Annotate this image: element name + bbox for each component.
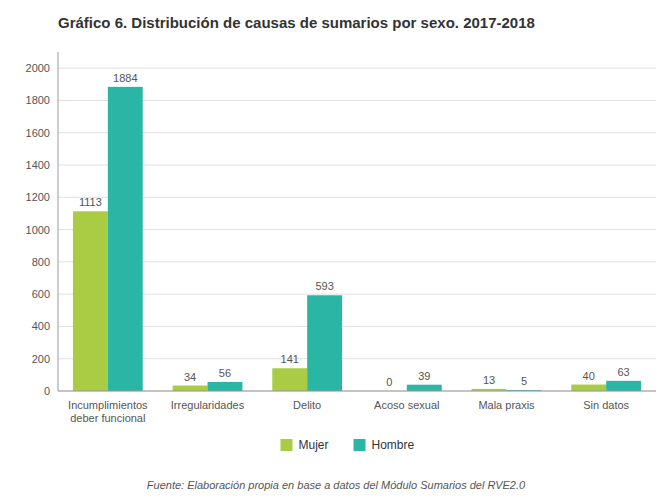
x-tick-label-line: Sin datos: [583, 399, 629, 411]
bar: [208, 382, 243, 391]
bar: [606, 381, 641, 391]
data-label: 5: [521, 375, 527, 387]
bar: [73, 211, 108, 391]
data-label: 141: [281, 353, 299, 365]
data-label: 0: [386, 376, 392, 388]
grid-line: [58, 165, 656, 166]
grid: [58, 68, 656, 391]
grid-line: [58, 68, 656, 69]
x-axis: Incumplimientosdeber funcional Irregulari…: [58, 391, 656, 424]
legend-label: Mujer: [299, 438, 329, 452]
grid-line: [58, 229, 656, 230]
grid-line: [58, 132, 656, 133]
page: {"chart_data": {"type": "bar", "title": …: [0, 0, 672, 503]
x-tick-label: Sin datos: [583, 399, 629, 411]
legend-swatch: [354, 439, 366, 451]
y-tick-label: 1000: [26, 224, 50, 236]
y-tick-label: 2000: [26, 62, 50, 74]
data-label: 1113: [79, 196, 102, 208]
bar: [307, 295, 342, 391]
grid-line: [58, 100, 656, 101]
bar: [407, 385, 442, 391]
grid-line: [58, 197, 656, 198]
legend-swatch: [281, 439, 293, 451]
x-tick-label-line: Delito: [293, 399, 321, 411]
y-tick-label: 1800: [26, 94, 50, 106]
grid-line: [58, 391, 656, 392]
x-tick-label-line: Irregularidades: [171, 399, 245, 411]
y-tick-label: 200: [32, 353, 50, 365]
y-tick-label: 1400: [26, 159, 50, 171]
grid-line: [58, 294, 656, 295]
x-tick-label: Mala praxis: [478, 399, 535, 411]
y-tick-label: 600: [32, 288, 50, 300]
grid-line: [58, 261, 656, 262]
bar: [173, 386, 208, 391]
data-label: 63: [617, 366, 629, 378]
x-tick-label: Incumplimientosdeber funcional: [68, 399, 148, 424]
legend-label: Hombre: [372, 438, 415, 452]
bar: [571, 385, 606, 391]
y-axis: 0 200 400 600 800 1000 1200 1400 1600 1800 2000: [26, 52, 58, 397]
y-axis-line: [58, 52, 59, 391]
chart: Gráfico 6. Distribución de causas de sum…: [0, 0, 672, 503]
y-tick-label: 1600: [26, 127, 50, 139]
bar: [272, 368, 307, 391]
x-tick-label-line: deber funcional: [70, 412, 145, 424]
x-tick-label-line: Acoso sexual: [374, 399, 439, 411]
data-label: 56: [219, 367, 231, 379]
data-label: 593: [315, 280, 333, 292]
bar: [108, 87, 143, 391]
grid-line: [58, 326, 656, 327]
bars: [73, 87, 641, 391]
x-tick-label: Delito: [293, 399, 321, 411]
x-tick-label-line: Mala praxis: [478, 399, 535, 411]
title: Gráfico 6. Distribución de causas de sum…: [58, 14, 535, 31]
data-label: 1884: [113, 72, 137, 84]
y-tick-label: 400: [32, 320, 50, 332]
data-labels: 1113 34 141 0 13 40 1884 56 593 39 5 63: [79, 72, 630, 388]
grid-line: [58, 358, 656, 359]
y-tick-label: 800: [32, 256, 50, 268]
x-tick-label: Acoso sexual: [374, 399, 439, 411]
data-label: 13: [483, 374, 495, 386]
data-label: 34: [184, 371, 196, 383]
legend: Mujer Hombre: [281, 438, 415, 452]
y-tick-label: 0: [44, 385, 50, 397]
y-tick-label: 1200: [26, 191, 50, 203]
x-tick-label: Irregularidades: [171, 399, 245, 411]
footer-note: Fuente: Elaboración propia en base a dat…: [147, 479, 526, 491]
x-tick-label-line: Incumplimientos: [68, 399, 148, 411]
x-axis-line: [58, 391, 656, 392]
data-label: 40: [583, 370, 595, 382]
data-label: 39: [418, 370, 430, 382]
